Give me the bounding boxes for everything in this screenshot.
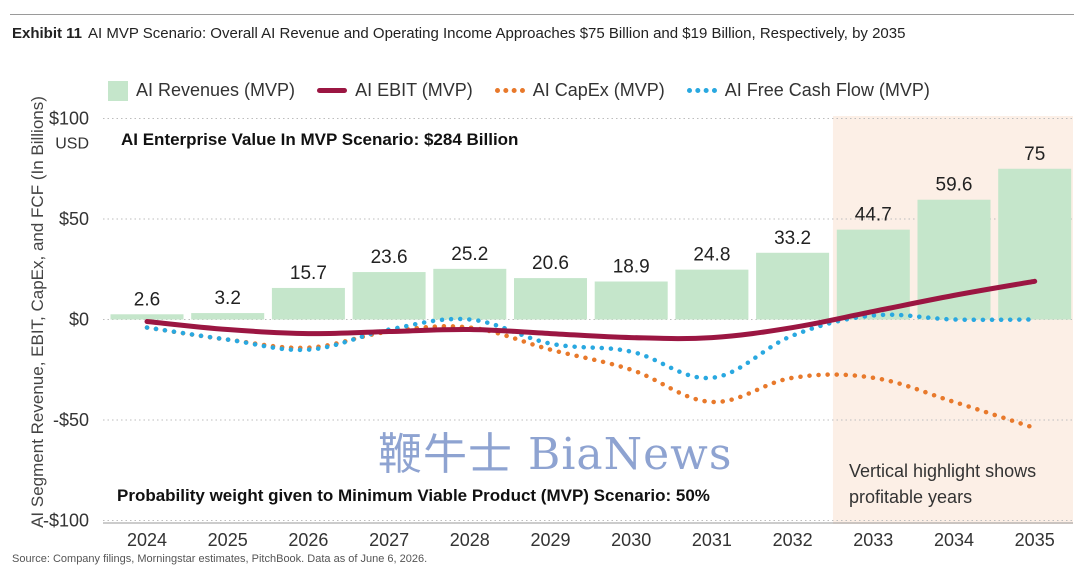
revenue-bar-label: 33.2 [774, 228, 811, 249]
fcf-line [144, 312, 1037, 381]
revenue-bar [594, 281, 668, 320]
probability-annotation: Probability weight given to Minimum Viab… [117, 486, 710, 505]
x-tick-label: 2032 [773, 530, 813, 550]
y-tick-label: -$50 [53, 410, 89, 430]
legend-label-fcf: AI Free Cash Flow (MVP) [724, 80, 930, 100]
legend-swatch-capex [494, 88, 525, 93]
x-tick-label: 2024 [127, 530, 167, 550]
revenue-bar-label: 24.8 [693, 245, 730, 266]
exhibit-title: Exhibit 11 AI MVP Scenario: Overall AI Re… [12, 25, 905, 42]
revenue-bar [352, 272, 426, 320]
ebit-line [144, 278, 1038, 342]
y-tick-label: $0 [69, 310, 89, 330]
legend-item-fcf: AI Free Cash Flow (MVP) [686, 80, 930, 101]
legend-label-ebit: AI EBIT (MVP) [355, 80, 473, 100]
x-tick-label: 2035 [1015, 530, 1055, 550]
legend-swatch-revenues [108, 80, 128, 101]
legend-label-revenues: AI Revenues (MVP) [136, 80, 296, 100]
revenue-bar-label: 75 [1024, 144, 1045, 165]
legend-item-capex: AI CapEx (MVP) [494, 80, 665, 101]
x-tick-label: 2030 [611, 530, 651, 550]
revenue-bar-label: 23.6 [371, 247, 408, 268]
line-layer [144, 278, 1038, 431]
revenue-bar [110, 314, 184, 320]
revenue-bar-label: 59.6 [936, 175, 973, 196]
revenue-bar [191, 313, 265, 320]
y-tick-label: -$100 [43, 511, 89, 531]
legend-label-capex: AI CapEx (MVP) [532, 80, 665, 100]
revenue-bar-label: 20.6 [532, 253, 569, 274]
x-tick-label: 2028 [450, 530, 490, 550]
y-tick-label: $50 [59, 209, 89, 229]
highlight-note-line-2: profitable years [849, 487, 973, 507]
source-note: Source: Company filings, Morningstar est… [12, 553, 428, 565]
revenue-bar [998, 168, 1072, 320]
revenue-bar-label: 2.6 [134, 289, 160, 310]
revenue-bar [756, 252, 830, 320]
enterprise-value-annotation: AI Enterprise Value In MVP Scenario: $28… [121, 130, 519, 149]
y-axis-label: AI Segment Revenue, EBIT, CapEx, and FCF… [28, 96, 47, 528]
x-tick-label: 2025 [208, 530, 248, 550]
x-tick-label: 2031 [692, 530, 732, 550]
watermark-logo: 鞭牛士 BiaNews [378, 429, 733, 480]
legend-swatch-fcf [686, 88, 717, 93]
x-tick-label: 2029 [530, 530, 570, 550]
exhibit-title-text: AI MVP Scenario: Overall AI Revenue and … [88, 25, 906, 42]
legend-swatch-ebit [317, 88, 348, 93]
y-tick-label: $100 [49, 109, 89, 129]
bar-layer [110, 168, 1072, 320]
legend-item-revenues: AI Revenues (MVP) [108, 80, 295, 101]
highlight-note-line-1: Vertical highlight shows [849, 461, 1037, 481]
x-tick-label: 2034 [934, 530, 974, 550]
axis-layer: $100 $50 $0 -$50 -$100 USD 2024 2025 2026 2027 202… [43, 109, 1073, 550]
x-tick-label: 2027 [369, 530, 409, 550]
revenue-bar [271, 287, 345, 320]
exhibit-label: Exhibit 11 [12, 25, 83, 42]
legend-item-ebit: AI EBIT (MVP) [317, 80, 473, 101]
revenue-bar-label: 18.9 [613, 257, 650, 278]
x-tick-label: 2026 [288, 530, 328, 550]
highlight-note: Vertical highlight shows profitable year… [849, 458, 1036, 510]
revenue-bar-label: 3.2 [214, 288, 240, 309]
revenue-bar-label: 15.7 [290, 263, 327, 284]
revenue-bar-label: 44.7 [855, 205, 892, 226]
chart-legend: AI Revenues (MVP) AI EBIT (MVP) AI CapEx… [108, 80, 952, 101]
revenue-bar [433, 268, 507, 320]
revenue-bar [675, 269, 749, 320]
revenue-bar-label: 25.2 [451, 244, 488, 265]
top-rule [10, 14, 1074, 15]
label-layer: 2.6 3.2 15.7 23.6 25.2 20.6 18.9 24.8 33.2 44.7 59… [134, 144, 1045, 311]
y-unit-label: USD [55, 136, 89, 153]
x-tick-label: 2033 [853, 530, 893, 550]
revenue-bar [514, 278, 587, 320]
